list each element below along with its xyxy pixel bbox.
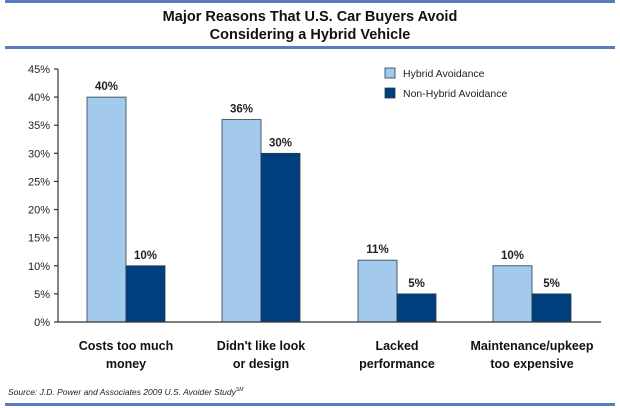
y-tick-label: 35% bbox=[28, 120, 50, 132]
y-tick-label: 25% bbox=[28, 176, 50, 188]
bar-non-hybrid bbox=[260, 152, 301, 323]
source-text: Source: J.D. Power and Associates 2009 U… bbox=[8, 387, 236, 397]
bar-hybrid bbox=[221, 119, 262, 323]
bottom-rule bbox=[5, 403, 615, 406]
y-tick-label: 5% bbox=[34, 289, 50, 301]
source-mark: SM bbox=[235, 387, 244, 394]
top-rule bbox=[5, 0, 615, 3]
data-label: 40% bbox=[95, 81, 118, 93]
x-category-label: Lacked bbox=[375, 339, 418, 353]
y-tick-label: 15% bbox=[28, 233, 50, 245]
title-rule bbox=[5, 46, 615, 49]
data-label: 5% bbox=[408, 278, 425, 290]
x-category-label: or design bbox=[233, 357, 289, 371]
legend-label: Non-Hybrid Avoidance bbox=[403, 88, 507, 100]
x-category-label: performance bbox=[359, 357, 435, 371]
y-tick-label: 40% bbox=[28, 92, 50, 104]
bar-hybrid bbox=[357, 259, 398, 323]
legend-label: Hybrid Avoidance bbox=[403, 68, 485, 80]
bar-hybrid bbox=[86, 96, 127, 323]
bar-hybrid bbox=[492, 265, 533, 323]
title-line-1: Major Reasons That U.S. Car Buyers Avoid bbox=[162, 9, 458, 25]
legend-swatch bbox=[384, 67, 396, 79]
chart-title: Major Reasons That U.S. Car Buyers Avoid… bbox=[0, 8, 620, 44]
y-tick-label: 0% bbox=[34, 317, 50, 329]
data-label: 36% bbox=[230, 104, 253, 116]
data-label: 11% bbox=[366, 244, 388, 256]
y-tick-label: 10% bbox=[28, 261, 50, 273]
x-category-label: Didn't like look bbox=[217, 339, 305, 353]
x-category-label: Maintenance/upkeep bbox=[471, 339, 594, 353]
x-category-label: money bbox=[106, 357, 146, 371]
source-note: Source: J.D. Power and Associates 2009 U… bbox=[8, 387, 243, 397]
bar-non-hybrid bbox=[531, 293, 572, 323]
bar-non-hybrid bbox=[125, 265, 166, 323]
title-line-2: Considering a Hybrid Vehicle bbox=[209, 27, 411, 43]
data-label: 5% bbox=[543, 278, 560, 290]
x-category-label: Costs too much bbox=[79, 339, 173, 353]
data-label: 30% bbox=[269, 137, 292, 149]
x-category-label: too expensive bbox=[490, 357, 573, 371]
y-tick-label: 45% bbox=[28, 64, 50, 76]
y-tick-label: 20% bbox=[28, 205, 50, 217]
bar-non-hybrid bbox=[396, 293, 437, 323]
legend-swatch bbox=[384, 87, 396, 99]
data-label: 10% bbox=[501, 250, 524, 262]
data-label: 10% bbox=[134, 250, 157, 262]
y-tick-label: 30% bbox=[28, 148, 50, 160]
